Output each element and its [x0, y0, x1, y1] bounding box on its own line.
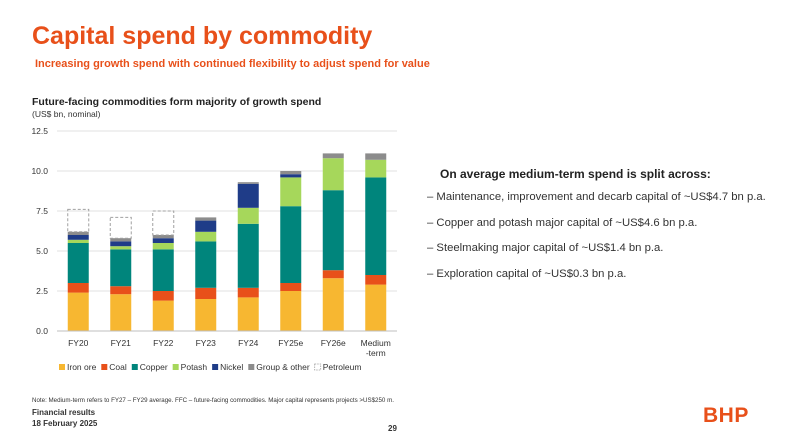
bar-nickel — [280, 174, 302, 178]
legend-swatch-group-other — [248, 364, 255, 370]
legend-label-nickel: Nickel — [220, 362, 243, 372]
x-tick-label: FY24 — [238, 338, 259, 348]
bar-group-other — [322, 153, 344, 159]
y-tick-label: 5.0 — [36, 246, 48, 256]
legend-label-copper: Copper — [140, 362, 168, 372]
page-number: 29 — [388, 424, 397, 433]
bar-copper — [365, 177, 387, 275]
bar-petroleum — [109, 216, 132, 239]
bar-group-other — [237, 182, 259, 184]
split-item-steelmaking: – Steelmaking major capital of ~US$1.4 b… — [427, 242, 664, 254]
legend-swatch-coal — [101, 364, 108, 370]
bar-copper — [237, 223, 259, 288]
bar-potash — [195, 231, 217, 242]
y-tick-label: 7.5 — [36, 206, 48, 216]
footer-date: 18 February 2025 — [32, 419, 98, 428]
bar-nickel — [237, 183, 259, 208]
bar-group-other — [195, 217, 217, 221]
bar-coal — [280, 283, 302, 291]
bar-potash — [322, 158, 344, 191]
x-tick-label: FY22 — [153, 338, 174, 348]
bar-group-other — [152, 235, 174, 239]
bar-iron-ore — [365, 284, 387, 331]
chart-unit: (US$ bn, nominal) — [32, 109, 101, 119]
bar-copper — [152, 249, 174, 291]
bar-copper — [67, 243, 89, 283]
x-tick-label: FY25e — [278, 338, 303, 348]
bar-copper — [280, 206, 302, 283]
bar-nickel — [110, 241, 132, 247]
legend-label-petroleum: Petroleum — [323, 362, 362, 372]
legend-swatch-petroleum — [314, 363, 322, 371]
bar-potash — [67, 239, 89, 243]
bar-iron-ore — [280, 291, 302, 331]
bar-nickel — [195, 220, 217, 232]
x-tick-label: FY20 — [68, 338, 89, 348]
footer-report-name: Financial results — [32, 408, 96, 417]
legend-swatch-iron-ore — [59, 364, 65, 370]
x-tick-label: FY21 — [111, 338, 132, 348]
bar-copper — [195, 241, 217, 288]
bar-copper — [110, 249, 132, 287]
bar-potash — [237, 207, 259, 224]
legend-swatch-potash — [172, 364, 179, 370]
bar-potash — [280, 177, 302, 207]
legend-label-potash: Potash — [181, 362, 208, 372]
split-list: – Maintenance, improvement and decarb ca… — [427, 191, 766, 293]
legend-swatch-copper — [131, 364, 138, 370]
bar-iron-ore — [195, 299, 217, 331]
legend-label-coal: Coal — [109, 362, 127, 372]
x-tick-label: -term — [366, 348, 386, 358]
bar-iron-ore — [152, 300, 174, 331]
split-item-copper-potash: – Copper and potash major capital of ~US… — [427, 216, 698, 229]
x-tick-label: Medium — [361, 338, 391, 348]
bhp-logo: BHP — [703, 404, 749, 427]
footnote: Note: Medium-term refers to FY27 – FY29 … — [32, 397, 394, 404]
bar-iron-ore — [110, 294, 132, 331]
legend-swatch-nickel — [212, 364, 219, 370]
bar-coal — [237, 287, 259, 298]
split-item-exploration: – Exploration capital of ~US$0.3 bn p.a. — [427, 267, 627, 280]
bar-petroleum — [67, 208, 90, 233]
bar-group-other — [110, 238, 132, 242]
x-tick-label: FY26e — [321, 338, 346, 348]
y-tick-label: 0.0 — [36, 326, 48, 336]
bar-potash — [110, 246, 132, 250]
chart-title: Future-facing commodities form majority … — [32, 96, 322, 108]
bar-iron-ore — [237, 297, 259, 331]
bar-petroleum — [152, 210, 175, 236]
bar-group-other — [67, 231, 89, 235]
bar-coal — [67, 283, 89, 293]
y-tick-label: 12.5 — [31, 126, 48, 136]
bar-coal — [322, 270, 344, 279]
split-heading: On average medium-term spend is split ac… — [440, 167, 711, 181]
bar-group-other — [365, 153, 387, 160]
bar-copper — [322, 190, 344, 271]
bar-coal — [110, 286, 132, 295]
bar-nickel — [152, 238, 174, 243]
split-item-maintenance: – Maintenance, improvement and decarb ca… — [427, 191, 766, 203]
legend-label-group-other: Group & other — [256, 362, 310, 372]
bar-coal — [152, 291, 174, 301]
bar-iron-ore — [322, 278, 344, 331]
bar-potash — [152, 243, 174, 250]
bar-coal — [195, 287, 217, 299]
bar-iron-ore — [67, 292, 89, 331]
legend-label-iron-ore: Iron ore — [67, 362, 97, 372]
y-tick-label: 10.0 — [31, 166, 48, 176]
bar-coal — [365, 275, 387, 285]
slide-title: Capital spend by commodity — [32, 22, 373, 50]
y-tick-label: 2.5 — [36, 286, 48, 296]
x-tick-label: FY23 — [196, 338, 217, 348]
bar-potash — [365, 159, 387, 178]
slide-subtitle: Increasing growth spend with continued f… — [35, 58, 430, 70]
bar-group-other — [280, 171, 302, 175]
bar-nickel — [67, 235, 89, 240]
